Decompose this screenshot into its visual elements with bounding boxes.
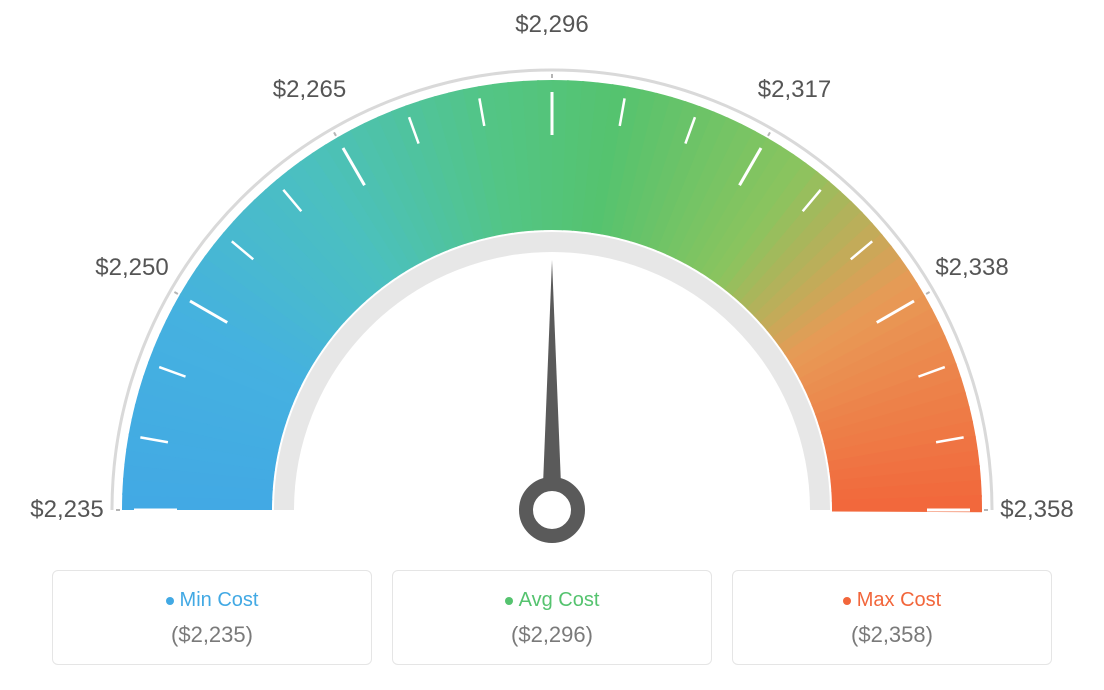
legend-title: Max Cost xyxy=(743,589,1041,612)
gauge-tick-label: $2,317 xyxy=(758,76,831,104)
avg-cost-card: Avg Cost ($2,296) xyxy=(392,570,712,665)
legend-dot-icon xyxy=(843,597,851,605)
legend-dot-icon xyxy=(505,597,513,605)
legend-title-text: Avg Cost xyxy=(519,589,600,611)
gauge-tick-label: $2,358 xyxy=(1000,496,1073,524)
legend-value: ($2,296) xyxy=(403,622,701,648)
legend-title-text: Max Cost xyxy=(857,589,941,611)
gauge-tick-label: $2,250 xyxy=(95,254,168,282)
legend-title: Min Cost xyxy=(63,589,361,612)
max-cost-card: Max Cost ($2,358) xyxy=(732,570,1052,665)
legend-value: ($2,235) xyxy=(63,622,361,648)
gauge-chart: $2,235 $2,250 $2,265 $2,296 $2,317 $2,338 $2,3… xyxy=(0,0,1104,560)
legend-value: ($2,358) xyxy=(743,622,1041,648)
min-cost-card: Min Cost ($2,235) xyxy=(52,570,372,665)
legend-title-text: Min Cost xyxy=(180,589,259,611)
gauge-tick-label: $2,235 xyxy=(30,496,103,524)
cost-gauge-widget: $2,235 $2,250 $2,265 $2,296 $2,317 $2,338 $2,3… xyxy=(0,0,1104,690)
gauge-tick-label: $2,265 xyxy=(273,76,346,104)
legend-row: Min Cost ($2,235) Avg Cost ($2,296) Max Cost… xyxy=(52,570,1052,665)
gauge-tick-label: $2,338 xyxy=(935,254,1008,282)
gauge-tick-label: $2,296 xyxy=(515,11,588,39)
legend-dot-icon xyxy=(166,597,174,605)
legend-title: Avg Cost xyxy=(403,589,701,612)
